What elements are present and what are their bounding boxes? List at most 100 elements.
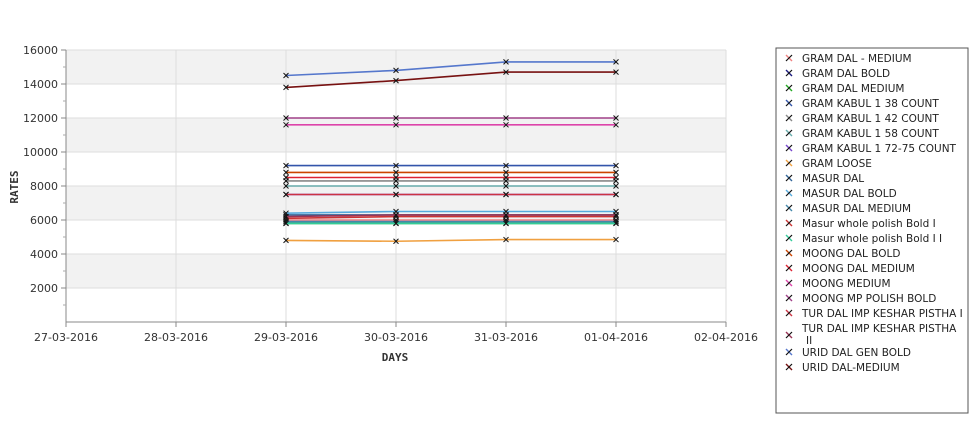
y-tick-label: 2000 bbox=[30, 282, 58, 295]
y-tick-label: 8000 bbox=[30, 180, 58, 193]
data-point-marker bbox=[283, 237, 289, 244]
series-line bbox=[285, 71, 616, 89]
data-point-marker bbox=[613, 162, 619, 169]
legend-label: MOONG MEDIUM bbox=[802, 278, 891, 290]
y-tick-label: 10000 bbox=[23, 146, 58, 159]
y-tick-label: 14000 bbox=[23, 78, 58, 91]
legend-label: GRAM KABUL 1 42 COUNT bbox=[802, 113, 939, 125]
series-line bbox=[285, 210, 616, 214]
series-lines bbox=[283, 59, 619, 245]
data-point-marker bbox=[503, 115, 509, 121]
legend-item: Masur whole polish Bold I bbox=[785, 218, 936, 230]
data-point-marker bbox=[393, 183, 399, 189]
series-line bbox=[285, 238, 616, 243]
data-point-marker bbox=[503, 191, 509, 198]
x-tick-label: 01-04-2016 bbox=[584, 331, 648, 344]
legend-label: GRAM DAL - MEDIUM bbox=[802, 53, 912, 65]
legend-label: TUR DAL IMP KESHAR PISTHA II bbox=[801, 323, 957, 347]
legend-item: MASUR DAL BOLD bbox=[785, 188, 897, 200]
x-tick-label: 28-03-2016 bbox=[144, 331, 208, 344]
legend-label: URID DAL-MEDIUM bbox=[802, 362, 900, 374]
data-point-marker bbox=[613, 191, 619, 198]
legend-items: GRAM DAL - MEDIUM GRAM DAL BOLD GRAM DAL M… bbox=[785, 53, 963, 374]
legend-label: GRAM KABUL 1 38 COUNT bbox=[802, 98, 939, 110]
x-tick-label: 27-03-2016 bbox=[34, 331, 98, 344]
data-point-marker bbox=[613, 121, 619, 128]
data-point-marker bbox=[283, 169, 289, 176]
data-point-marker bbox=[283, 174, 289, 181]
legend-item: URID DAL-MEDIUM bbox=[785, 362, 900, 374]
data-point-marker bbox=[613, 59, 619, 65]
data-point-marker bbox=[613, 183, 619, 189]
legend-item: GRAM DAL MEDIUM bbox=[785, 83, 904, 95]
legend-label: MASUR DAL MEDIUM bbox=[802, 203, 911, 215]
legend-item: GRAM KABUL 1 38 COUNT bbox=[785, 98, 939, 110]
legend-label: MOONG DAL BOLD bbox=[802, 248, 900, 260]
data-point-marker bbox=[613, 212, 619, 218]
series-line bbox=[285, 61, 616, 77]
data-point-marker bbox=[393, 115, 399, 121]
data-point-marker bbox=[283, 121, 289, 128]
x-axis-ticks: 27-03-2016 28-03-2016 29-03-2016 30-03-2016… bbox=[34, 322, 758, 344]
data-point-marker bbox=[503, 121, 509, 128]
legend-item: MASUR DAL MEDIUM bbox=[785, 203, 911, 215]
legend-label: Masur whole polish Bold I I bbox=[802, 233, 942, 245]
legend-item: MOONG MEDIUM bbox=[785, 278, 891, 290]
data-point-marker bbox=[503, 212, 509, 218]
legend-label: Masur whole polish Bold I bbox=[802, 218, 936, 230]
legend-label: GRAM KABUL 1 58 COUNT bbox=[802, 128, 939, 140]
x-tick-label: 31-03-2016 bbox=[474, 331, 538, 344]
x-tick-label: 30-03-2016 bbox=[364, 331, 428, 344]
data-point-marker bbox=[283, 183, 289, 189]
data-point-marker bbox=[503, 236, 509, 243]
y-tick-label: 4000 bbox=[30, 248, 58, 261]
data-point-marker bbox=[503, 169, 509, 176]
data-point-marker bbox=[613, 69, 619, 75]
y-axis-title: RATES bbox=[8, 170, 21, 203]
data-point-marker bbox=[613, 115, 619, 121]
data-point-marker bbox=[283, 84, 289, 91]
y-tick-label: 12000 bbox=[23, 112, 58, 125]
legend-item: Masur whole polish Bold I I bbox=[785, 233, 942, 245]
legend-item: MASUR DAL bbox=[785, 173, 864, 185]
data-point-marker bbox=[393, 121, 399, 128]
legend: GRAM DAL - MEDIUM GRAM DAL BOLD GRAM DAL M… bbox=[775, 47, 969, 414]
legend-item: GRAM DAL BOLD bbox=[785, 68, 890, 80]
data-point-marker bbox=[393, 169, 399, 176]
data-point-marker bbox=[283, 213, 289, 220]
legend-item: MOONG DAL MEDIUM bbox=[785, 263, 915, 275]
legend-label: URID DAL GEN BOLD bbox=[802, 347, 911, 359]
y-tick-label: 6000 bbox=[30, 214, 58, 227]
data-point-marker bbox=[503, 174, 509, 181]
legend-item: GRAM KABUL 1 72-75 COUNT bbox=[785, 143, 957, 155]
x-tick-label: 29-03-2016 bbox=[254, 331, 318, 344]
legend-item: GRAM DAL - MEDIUM bbox=[785, 53, 912, 65]
series-line bbox=[285, 215, 616, 220]
data-point-marker bbox=[393, 67, 399, 74]
legend-label: GRAM KABUL 1 72-75 COUNT bbox=[802, 143, 957, 155]
data-point-marker bbox=[393, 220, 399, 227]
data-point-marker bbox=[283, 72, 289, 79]
data-point-marker bbox=[393, 212, 399, 218]
legend-item: TUR DAL IMP KESHAR PISTHA II bbox=[785, 323, 957, 347]
legend-item: GRAM KABUL 1 58 COUNT bbox=[785, 128, 939, 140]
legend-label: TUR DAL IMP KESHAR PISTHA I bbox=[801, 308, 963, 320]
data-point-marker bbox=[613, 220, 619, 227]
data-point-marker bbox=[283, 162, 289, 169]
series-line bbox=[285, 214, 616, 218]
legend-box bbox=[775, 47, 969, 414]
legend-label: MOONG DAL MEDIUM bbox=[802, 263, 915, 275]
data-point-marker bbox=[503, 59, 509, 65]
data-point-marker bbox=[283, 115, 289, 121]
legend-label: MASUR DAL BOLD bbox=[802, 188, 897, 200]
legend-item: MOONG DAL BOLD bbox=[785, 248, 900, 260]
legend-item: GRAM KABUL 1 42 COUNT bbox=[785, 113, 939, 125]
x-axis-title: DAYS bbox=[382, 351, 409, 364]
x-tick-label: 02-04-2016 bbox=[694, 331, 758, 344]
data-point-marker bbox=[503, 183, 509, 189]
data-point-marker bbox=[393, 238, 399, 245]
data-point-marker bbox=[613, 236, 619, 243]
data-point-marker bbox=[393, 162, 399, 169]
data-point-marker bbox=[393, 174, 399, 181]
